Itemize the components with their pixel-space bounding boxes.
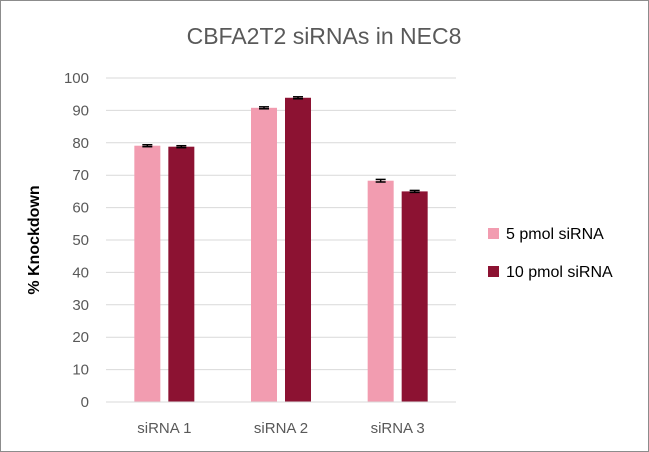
y-axis-label: % Knockdown (26, 185, 43, 294)
x-tick-label: siRNA 1 (137, 420, 191, 437)
y-tick-label: 40 (72, 264, 89, 281)
y-tick-label: 70 (72, 167, 89, 184)
y-tick-label: 30 (72, 297, 89, 314)
bar (134, 145, 161, 402)
y-tick-label: 80 (72, 135, 89, 152)
y-tick-label: 90 (72, 102, 89, 119)
chart-title: CBFA2T2 siRNAs in NEC8 (187, 23, 462, 49)
y-tick-label: 10 (72, 362, 89, 379)
bar (251, 107, 277, 403)
y-tick-label: 100 (64, 70, 89, 87)
bar (401, 191, 428, 402)
y-tick-label: 60 (72, 200, 89, 217)
x-tick-label: siRNA 3 (371, 420, 425, 437)
bar (168, 146, 195, 402)
bar (367, 180, 394, 402)
legend-label: 10 pmol siRNA (506, 264, 613, 281)
x-tick-label: siRNA 2 (254, 420, 308, 437)
legend-swatch (488, 228, 499, 239)
legend-swatch (488, 266, 499, 277)
y-tick-label: 0 (81, 394, 89, 411)
bar (285, 97, 311, 402)
y-tick-label: 50 (72, 232, 89, 249)
y-tick-label: 20 (72, 329, 89, 346)
legend-label: 5 pmol siRNA (506, 226, 604, 243)
